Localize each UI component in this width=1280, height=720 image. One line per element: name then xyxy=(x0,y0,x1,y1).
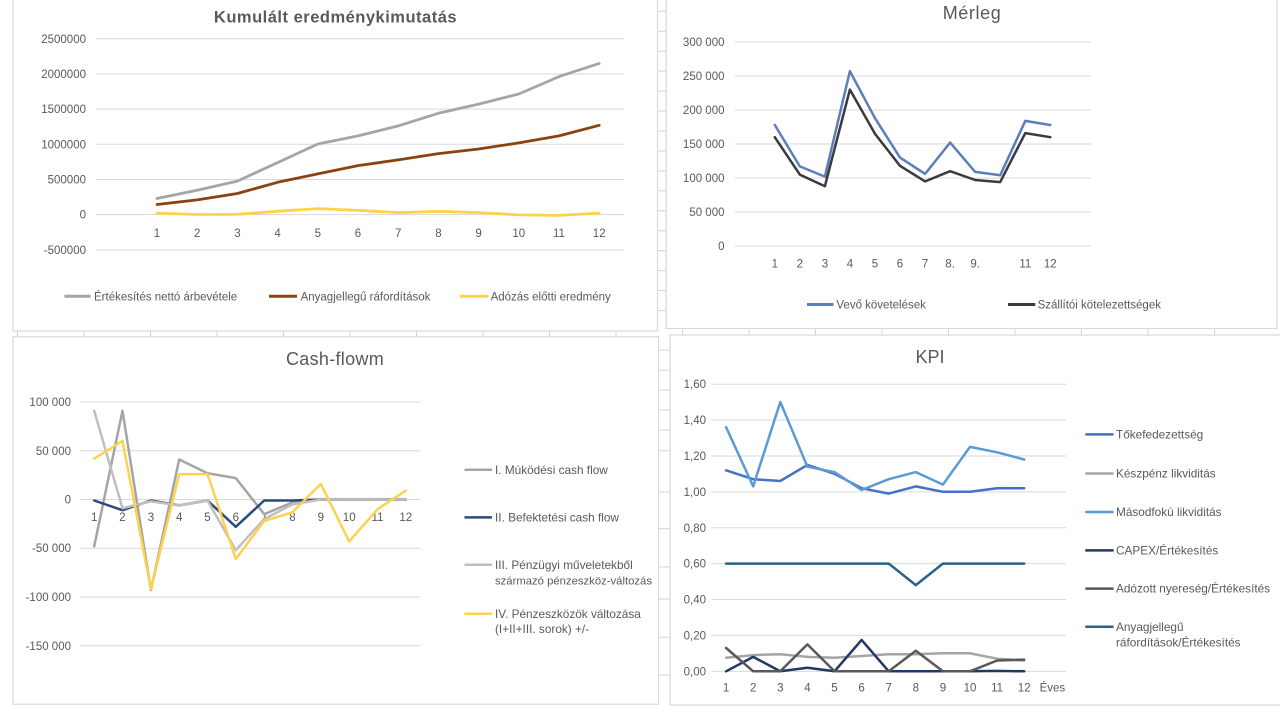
svg-text:1,60: 1,60 xyxy=(684,379,706,391)
svg-text:-100 000: -100 000 xyxy=(26,592,71,604)
svg-text:-500000: -500000 xyxy=(44,245,86,257)
svg-text:5: 5 xyxy=(315,228,321,240)
svg-text:4: 4 xyxy=(847,258,854,270)
svg-text:Készpénz likviditás: Készpénz likviditás xyxy=(1116,467,1216,481)
svg-text:0,00: 0,00 xyxy=(684,666,706,678)
svg-text:12: 12 xyxy=(399,512,412,524)
svg-text:1,20: 1,20 xyxy=(684,451,706,463)
svg-text:8: 8 xyxy=(913,683,919,695)
svg-text:8: 8 xyxy=(289,512,295,524)
svg-text:II. Befektetési cash flow: II. Befektetési cash flow xyxy=(495,511,619,525)
svg-text:0: 0 xyxy=(718,241,724,253)
svg-text:8.: 8. xyxy=(945,258,955,270)
svg-text:3: 3 xyxy=(777,683,783,695)
svg-text:1: 1 xyxy=(772,258,778,270)
svg-text:1,40: 1,40 xyxy=(684,415,706,427)
svg-text:0: 0 xyxy=(80,210,86,222)
svg-text:származó pénzeszköz-változás: származó pénzeszköz-változás xyxy=(495,575,652,587)
svg-text:1500000: 1500000 xyxy=(41,104,86,116)
svg-text:7: 7 xyxy=(885,683,891,695)
svg-text:11: 11 xyxy=(553,228,565,240)
svg-text:11: 11 xyxy=(1019,258,1031,270)
svg-text:Szállítói kötelezettségek: Szállítói kötelezettségek xyxy=(1038,300,1162,312)
svg-text:2000000: 2000000 xyxy=(41,69,86,81)
svg-text:7: 7 xyxy=(922,258,928,270)
svg-text:150 000: 150 000 xyxy=(683,139,725,151)
svg-text:(I+II+III. sorok) +/-: (I+II+III. sorok) +/- xyxy=(495,622,589,636)
svg-text:Anyagjellegű ráfordítások: Anyagjellegű ráfordítások xyxy=(301,291,431,303)
svg-text:1000000: 1000000 xyxy=(41,139,86,151)
svg-text:I. Múködési cash flow: I. Múködési cash flow xyxy=(495,463,608,477)
svg-text:III. Pénzügyi műveletekből: III. Pénzügyi műveletekből xyxy=(495,558,633,572)
svg-text:12: 12 xyxy=(1044,258,1057,270)
svg-text:1: 1 xyxy=(91,512,97,524)
svg-text:1,00: 1,00 xyxy=(684,487,706,499)
svg-text:Éves: Éves xyxy=(1040,682,1066,695)
svg-text:Másodfokú likviditás: Másodfokú likviditás xyxy=(1116,505,1222,519)
svg-text:9: 9 xyxy=(318,512,324,524)
svg-text:2500000: 2500000 xyxy=(41,34,86,46)
svg-text:200 000: 200 000 xyxy=(683,105,725,117)
svg-text:Tőkefedezettség: Tőkefedezettség xyxy=(1116,428,1203,442)
svg-text:7: 7 xyxy=(395,228,401,240)
svg-text:Cash-flowm: Cash-flowm xyxy=(286,349,384,369)
svg-text:9: 9 xyxy=(940,683,946,695)
svg-text:0,80: 0,80 xyxy=(684,523,706,535)
svg-text:0,20: 0,20 xyxy=(684,630,706,642)
svg-text:50 000: 50 000 xyxy=(36,446,71,458)
svg-text:Adózott nyereség/Értékesítés: Adózott nyereség/Értékesítés xyxy=(1116,582,1270,596)
svg-text:5: 5 xyxy=(872,258,878,270)
svg-text:0,60: 0,60 xyxy=(684,559,706,571)
svg-text:2: 2 xyxy=(797,258,803,270)
svg-text:10: 10 xyxy=(964,683,977,695)
svg-text:500000: 500000 xyxy=(48,175,86,187)
svg-text:3: 3 xyxy=(822,258,828,270)
svg-text:Kumulált eredménykimutatás: Kumulált eredménykimutatás xyxy=(214,8,457,26)
svg-text:2: 2 xyxy=(119,512,125,524)
svg-text:8: 8 xyxy=(435,228,441,240)
svg-text:12: 12 xyxy=(593,228,606,240)
svg-text:Adózás előtti eredmény: Adózás előtti eredmény xyxy=(491,291,611,303)
svg-text:-50 000: -50 000 xyxy=(32,543,71,555)
svg-text:11: 11 xyxy=(372,512,384,524)
svg-text:0: 0 xyxy=(65,495,71,507)
svg-text:4: 4 xyxy=(176,512,183,524)
svg-text:Mérleg: Mérleg xyxy=(943,3,1002,23)
svg-text:250 000: 250 000 xyxy=(683,71,725,83)
svg-text:300 000: 300 000 xyxy=(683,37,725,49)
svg-text:Anyagjellegű: Anyagjellegű xyxy=(1116,620,1184,634)
svg-text:100 000: 100 000 xyxy=(29,397,71,409)
svg-text:10: 10 xyxy=(343,512,356,524)
svg-text:1: 1 xyxy=(723,683,729,695)
svg-text:IV. Pénzeszközök változása: IV. Pénzeszközök változása xyxy=(495,607,641,621)
svg-text:9.: 9. xyxy=(970,258,980,270)
svg-text:10: 10 xyxy=(512,228,525,240)
svg-text:Értékesítés nettó árbevétele: Értékesítés nettó árbevétele xyxy=(94,290,237,303)
svg-text:4: 4 xyxy=(274,228,281,240)
svg-text:3: 3 xyxy=(234,228,240,240)
svg-text:KPI: KPI xyxy=(915,347,944,367)
svg-text:6: 6 xyxy=(858,683,864,695)
svg-text:CAPEX/Értékesítés: CAPEX/Értékesítés xyxy=(1116,544,1218,558)
svg-text:2: 2 xyxy=(750,683,756,695)
svg-text:5: 5 xyxy=(204,512,210,524)
svg-text:11: 11 xyxy=(991,683,1003,695)
svg-text:12: 12 xyxy=(1018,683,1031,695)
svg-text:6: 6 xyxy=(233,512,239,524)
svg-text:1: 1 xyxy=(154,228,160,240)
svg-text:50 000: 50 000 xyxy=(689,207,724,219)
svg-text:100 000: 100 000 xyxy=(683,173,725,185)
svg-text:6: 6 xyxy=(355,228,361,240)
svg-text:Vevő követelések: Vevő követelések xyxy=(836,300,926,312)
svg-text:9: 9 xyxy=(475,228,481,240)
svg-text:4: 4 xyxy=(804,683,811,695)
svg-text:3: 3 xyxy=(148,512,154,524)
svg-text:6: 6 xyxy=(897,258,903,270)
svg-text:-150 000: -150 000 xyxy=(26,641,71,653)
svg-text:ráfordítások/Értékesítés: ráfordítások/Értékesítés xyxy=(1116,636,1241,650)
svg-text:5: 5 xyxy=(831,683,837,695)
svg-text:2: 2 xyxy=(194,228,200,240)
svg-text:0,40: 0,40 xyxy=(684,595,706,607)
